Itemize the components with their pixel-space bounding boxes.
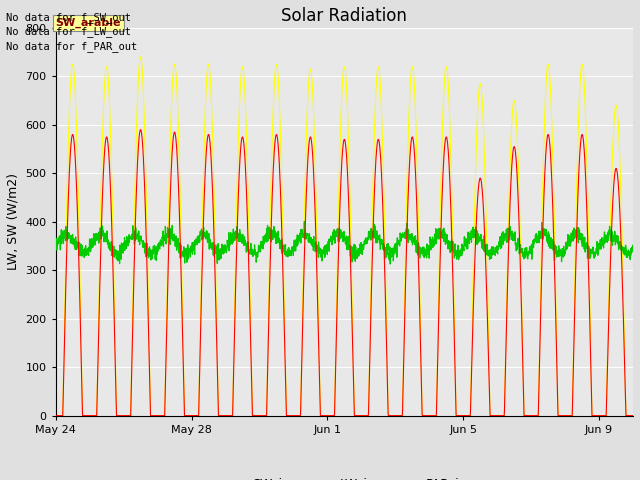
- Title: Solar Radiation: Solar Radiation: [282, 7, 407, 25]
- Legend: SW_in, LW_in, PAR_in: SW_in, LW_in, PAR_in: [216, 472, 473, 480]
- Y-axis label: LW, SW (W/m2): LW, SW (W/m2): [7, 173, 20, 270]
- Text: No data for f_SW_out: No data for f_SW_out: [6, 12, 131, 23]
- Text: No data for f_PAR_out: No data for f_PAR_out: [6, 41, 138, 52]
- Text: No data for f_LW_out: No data for f_LW_out: [6, 26, 131, 37]
- Text: SW_arable: SW_arable: [56, 18, 121, 28]
